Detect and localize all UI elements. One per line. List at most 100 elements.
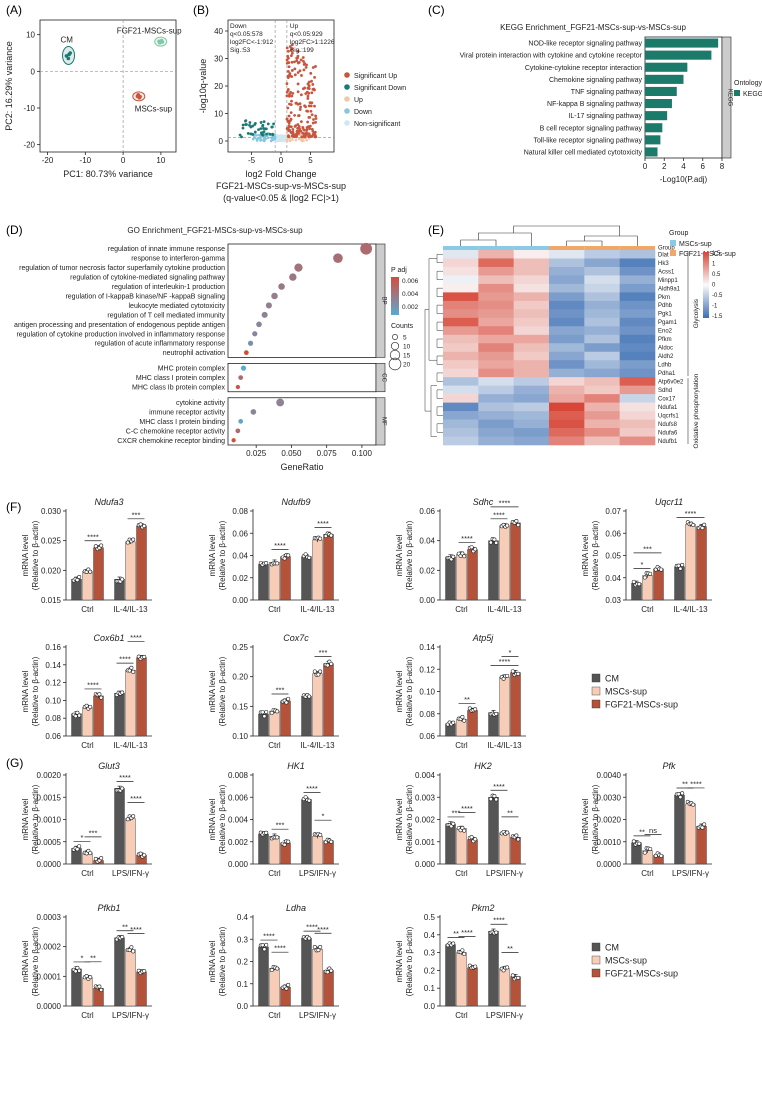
dendrogram-branch <box>436 389 443 399</box>
significance-label: *** <box>319 648 328 657</box>
group-label: IL-4/IL-13 <box>113 605 148 614</box>
data-point <box>659 853 664 858</box>
data-point <box>700 825 705 830</box>
y-tick-label: 0.0020 <box>37 771 62 780</box>
group-label: IL-4/IL-13 <box>487 605 522 614</box>
sig-up-point <box>313 104 316 108</box>
bar <box>258 833 269 865</box>
sig-up-point <box>291 128 295 131</box>
heatmap-cell <box>478 334 514 344</box>
data-point <box>460 715 465 720</box>
x-tick-label: 0.025 <box>246 449 267 458</box>
volcano-plot: -5 0 5010203040Downq<0.05:578log2FC<-1:912… <box>198 19 406 203</box>
data-point <box>77 575 82 580</box>
sig-up-point <box>297 114 300 118</box>
counts-tick: 10 <box>403 344 411 351</box>
dendrogram-branch <box>436 338 443 348</box>
go-term: regulation of acute inflammatory respons… <box>95 341 225 348</box>
go-term: regulation of interleukin-1 production <box>112 284 225 291</box>
facet-label: BP <box>381 297 387 305</box>
x-tick-label: -10 <box>80 156 92 165</box>
data-point <box>488 540 493 545</box>
significance-label: **** <box>306 784 318 793</box>
y-axis-title: mRNA level <box>395 940 404 982</box>
legend-label: Down <box>354 109 372 116</box>
sig-up-point <box>309 135 313 138</box>
legend-swatch <box>591 942 601 952</box>
sig-up-point <box>285 94 289 98</box>
sig-down-point <box>238 133 242 137</box>
legend-title: Group <box>669 230 689 237</box>
data-point <box>131 814 136 819</box>
pca-point <box>66 56 71 61</box>
sig-up-point <box>307 104 311 108</box>
bar <box>696 526 707 601</box>
counts-dot <box>390 341 400 351</box>
sig-up-point <box>314 65 317 68</box>
data-point <box>494 711 499 716</box>
heatmap-cell <box>549 419 585 429</box>
legend-label: FGF21-MSCs-sup <box>605 969 678 979</box>
significance-label: *** <box>132 510 141 519</box>
heatmap-cell <box>584 343 620 353</box>
sig-up-point <box>297 129 301 133</box>
bar <box>685 524 696 601</box>
heatmap-cell <box>584 351 620 361</box>
data-point <box>451 941 456 946</box>
bar <box>456 952 467 1007</box>
sig-up-point <box>305 128 309 132</box>
kegg-bar <box>645 38 719 48</box>
significance-label: **** <box>263 932 275 941</box>
sig-up-point <box>299 93 303 97</box>
significance-label: **** <box>493 510 505 519</box>
go-dot <box>276 398 285 407</box>
sig-up-point <box>310 127 314 131</box>
data-point <box>88 704 93 709</box>
data-point <box>648 846 653 851</box>
y-tick-label: 0.02 <box>419 566 435 575</box>
bar <box>499 676 510 737</box>
heatmap-cell <box>619 436 656 446</box>
significance-label: **** <box>306 923 318 932</box>
sig-up-point <box>289 119 292 122</box>
data-point <box>451 720 456 725</box>
y-axis-title: mRNA level <box>208 534 217 576</box>
counts-dot <box>388 357 402 371</box>
up-point <box>288 139 292 143</box>
bar <box>323 663 334 737</box>
data-point <box>516 522 521 527</box>
go-dot <box>250 409 257 415</box>
significance-label: **** <box>130 925 142 934</box>
up-stats: q<0.05:929 <box>290 31 323 38</box>
data-point <box>700 525 705 530</box>
data-point <box>99 695 104 700</box>
sig-up-point <box>311 66 315 69</box>
legend-swatch <box>344 72 350 78</box>
y-tick-label: 0.06 <box>232 529 248 538</box>
group-label: Ctrl <box>641 869 654 878</box>
significance-label: **** <box>690 779 702 788</box>
significance-label: **** <box>317 519 329 528</box>
sig-up-point <box>290 99 293 103</box>
group-label: Ctrl <box>641 605 654 614</box>
y-tick-label: 0.000 <box>415 860 436 869</box>
down-point <box>257 133 261 137</box>
sig-up-point <box>307 87 311 91</box>
facet-strip <box>375 397 386 446</box>
bar <box>456 553 467 601</box>
y-tick-label: 0.25 <box>232 643 248 652</box>
heatmap-cell <box>443 419 479 429</box>
heatmap-cell <box>443 351 479 361</box>
y-tick-label: 0.10 <box>419 688 435 697</box>
data-point <box>99 987 104 992</box>
sig-up-point <box>312 118 315 121</box>
up-point <box>285 131 289 135</box>
nonsig-point <box>276 136 280 140</box>
nonsig-point <box>277 134 281 137</box>
bar <box>488 797 499 865</box>
group-label: LPS/IFN-γ <box>486 1011 523 1020</box>
up-point <box>297 137 301 141</box>
down-point <box>259 138 263 142</box>
bar <box>301 799 312 865</box>
